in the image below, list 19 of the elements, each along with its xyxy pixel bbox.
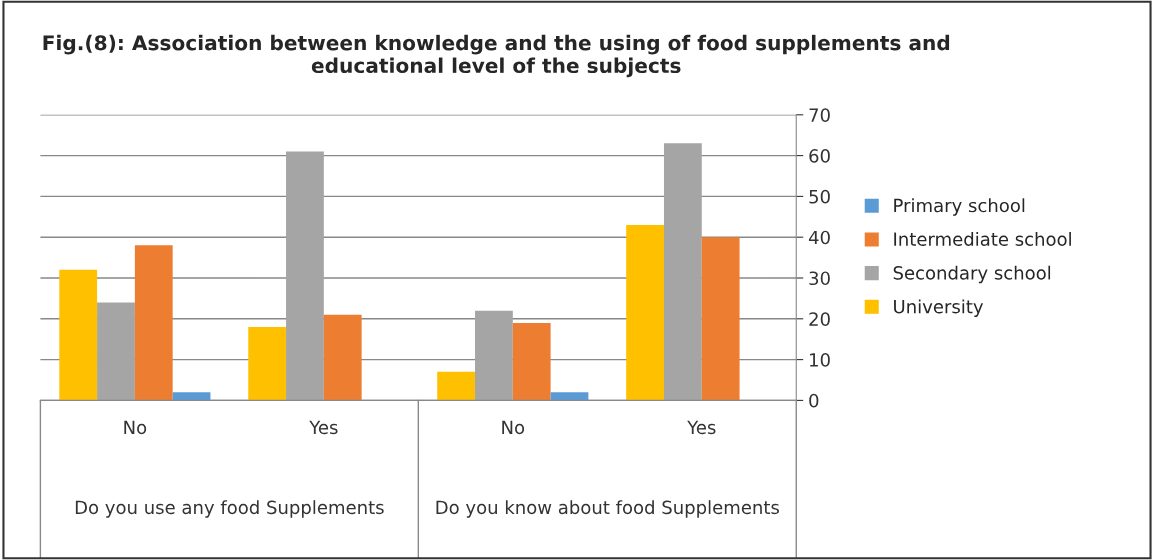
legend-label: Secondary school <box>893 265 1051 284</box>
y-tick-label: 30 <box>809 271 830 286</box>
y-tick-label: 50 <box>809 189 830 204</box>
x-tick-label: No <box>502 420 525 435</box>
legend-label: Intermediate school <box>894 232 1071 246</box>
x-tick-label: No <box>124 420 147 435</box>
text: Do you use any food Supplements <box>75 500 384 518</box>
y-tick-label: 70 <box>809 108 830 122</box>
y-tick-label: 10 <box>810 353 830 367</box>
y-tick-label: 40 <box>808 230 830 245</box>
y-tick-label: 0 <box>809 393 819 408</box>
x-tick-label: Yes <box>309 420 338 435</box>
text: Do you know about food Supplements <box>436 500 779 518</box>
chart-title: Fig.(8): Association between knowledge and the using of food supplements and educational level of the subjects <box>43 34 950 78</box>
y-tick-label: 20 <box>809 312 830 326</box>
y-tick-label: 60 <box>809 149 830 163</box>
legend-label: Primary school <box>894 198 1025 216</box>
x-tick-label: Yes <box>687 420 716 435</box>
legend-label: University <box>894 299 984 317</box>
